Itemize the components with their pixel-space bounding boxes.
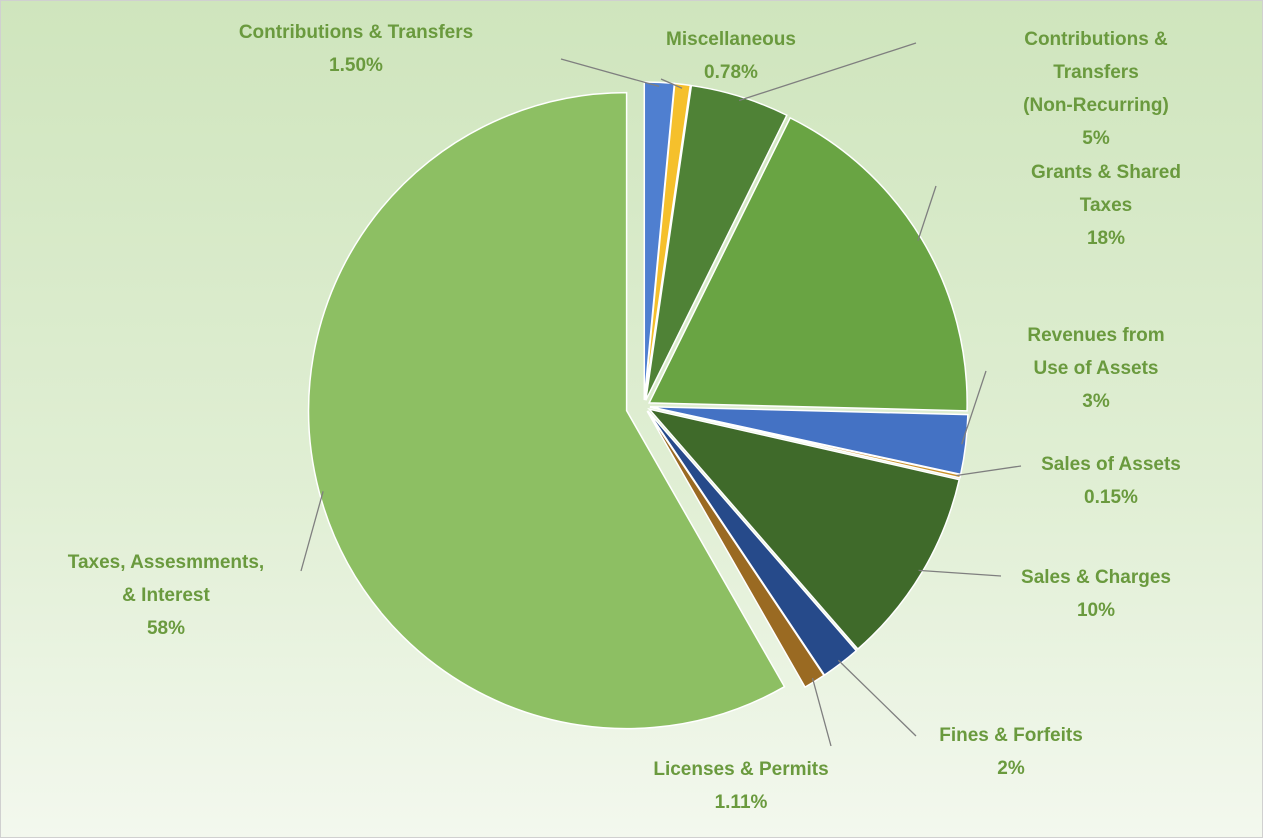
slice-label: Grants & Shared Taxes: [1031, 162, 1181, 216]
leader-line: [560, 58, 660, 87]
slice-label-group: Miscellaneous 0.78%: [666, 23, 796, 89]
pie-slice: [647, 407, 961, 651]
slice-value-label: 5%: [1082, 128, 1110, 149]
slice-label-group: Sales & Charges 10%: [1021, 561, 1171, 627]
leader-line: [961, 370, 987, 445]
slice-label: Revenues from Use of Assets: [1027, 325, 1165, 379]
leader-line: [837, 659, 917, 737]
slice-label-group: Revenues from Use of Assets 3%: [1027, 319, 1164, 418]
slice-value-label: 1.11%: [714, 792, 768, 813]
pie-slice: [643, 82, 692, 401]
pie-slice: [646, 410, 826, 689]
slice-label-group: Grants & Shared Taxes 18%: [1028, 156, 1184, 255]
slice-label: Taxes, Assesmments, & Interest: [67, 552, 265, 606]
slice-value-label: 1.50%: [329, 55, 383, 76]
slice-value-label: 10%: [1076, 600, 1116, 621]
slice-label-group: Licenses & Permits 1.11%: [653, 753, 828, 819]
slice-value-label: 2%: [997, 758, 1025, 779]
slice-label: Sales of Assets: [1041, 454, 1181, 475]
slice-value-label: 18%: [1086, 228, 1126, 249]
slice-label: Sales & Charges: [1021, 567, 1171, 588]
leader-line: [660, 78, 683, 89]
slice-value-label: 58%: [146, 618, 186, 639]
pie-slice: [647, 116, 968, 412]
leader-line: [300, 491, 324, 572]
slice-label: Licenses & Permits: [653, 759, 829, 780]
leader-line: [917, 185, 937, 241]
slice-label: Contributions & Transfers: [238, 22, 474, 43]
slice-label-group: Contributions & Transfers 1.50%: [239, 16, 473, 82]
slice-value-label: 0.78%: [704, 62, 758, 83]
leader-line: [956, 465, 1022, 477]
slice-label-group: Contributions & Transfers (Non-Recurring…: [1013, 23, 1179, 155]
pie-slice: [307, 91, 786, 730]
slice-label-group: Taxes, Assesmments, & Interest 58%: [68, 546, 264, 645]
slice-label-group: Sales of Assets 0.15%: [1041, 448, 1181, 514]
pie-slice: [645, 84, 788, 401]
leader-line: [811, 677, 832, 747]
slice-label: Miscellaneous: [666, 29, 796, 50]
slice-value-label: 0.15%: [1084, 487, 1138, 508]
slice-label-group: Fines & Forfeits 2%: [939, 719, 1083, 785]
slice-value-label: 3%: [1082, 391, 1110, 412]
slice-label: Contributions & Transfers (Non-Recurring…: [1023, 29, 1169, 116]
slice-label: Fines & Forfeits: [939, 725, 1083, 746]
leader-line: [918, 569, 1002, 577]
leader-line: [738, 42, 917, 102]
